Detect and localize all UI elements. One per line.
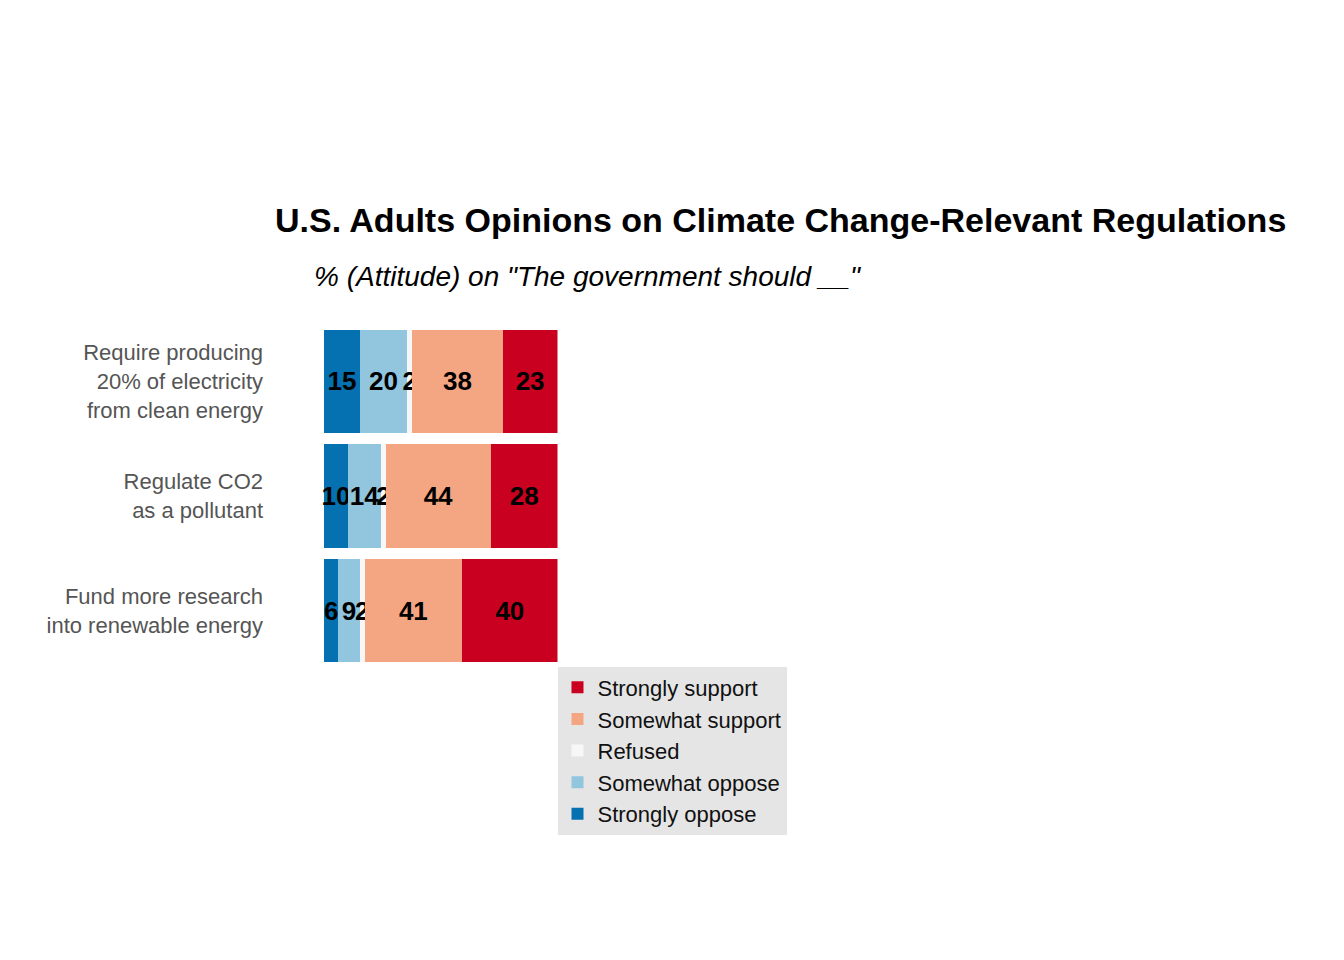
svg-text:14: 14 [350,481,379,511]
svg-text:41: 41 [399,596,428,626]
svg-text:2: 2 [355,596,369,626]
svg-text:9: 9 [342,596,356,626]
svg-text:15: 15 [327,366,356,396]
svg-text:38: 38 [443,366,472,396]
svg-text:2: 2 [403,366,417,396]
svg-text:28: 28 [510,481,539,511]
svg-text:44: 44 [424,481,453,511]
svg-text:Regulate CO2as a pollutant: Regulate CO2as a pollutant [124,469,263,523]
svg-text:% (Attitude) on "The governmen: % (Attitude) on "The government should _… [314,261,861,292]
svg-text:20: 20 [369,366,398,396]
svg-text:Require producing20% of electr: Require producing20% of electricityfrom … [83,340,263,422]
svg-text:Somewhat oppose: Somewhat oppose [598,771,780,796]
svg-text:Strongly support: Strongly support [598,676,758,701]
svg-text:Somewhat support: Somewhat support [598,708,781,733]
svg-text:U.S. Adults Opinions on Climat: U.S. Adults Opinions on Climate Change-R… [275,201,1286,239]
svg-text:40: 40 [495,596,524,626]
svg-text:Strongly oppose: Strongly oppose [598,802,757,827]
svg-text:2: 2 [376,481,390,511]
svg-text:Refused: Refused [598,739,680,764]
svg-text:23: 23 [516,366,545,396]
svg-text:10: 10 [321,481,350,511]
svg-text:Fund more researchinto renewab: Fund more researchinto renewable energy [47,584,263,638]
svg-text:6: 6 [324,596,338,626]
